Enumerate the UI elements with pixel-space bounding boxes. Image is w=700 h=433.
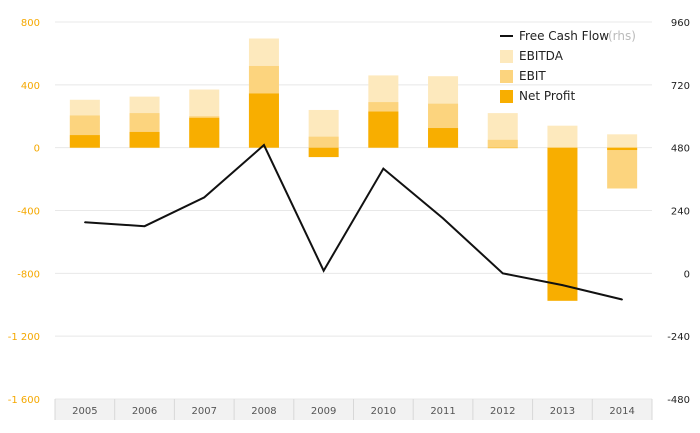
line-point bbox=[501, 272, 504, 275]
y-right-tick-label: 720 bbox=[671, 81, 690, 92]
bar-net-profit bbox=[607, 147, 638, 151]
x-tick-label: 2008 bbox=[251, 406, 276, 417]
bar-ebit bbox=[487, 139, 518, 148]
bar-ebitda bbox=[607, 134, 638, 148]
legend-swatch bbox=[500, 70, 513, 83]
x-tick-label: 2007 bbox=[192, 406, 217, 417]
legend-label: EBITDA bbox=[519, 49, 564, 63]
line-point bbox=[322, 269, 325, 272]
bar-net-profit bbox=[129, 131, 160, 148]
legend-label: Free Cash Flow bbox=[519, 29, 609, 43]
y-left-tick-label: -800 bbox=[17, 269, 40, 280]
bar-net-profit bbox=[308, 147, 339, 158]
bar-net-profit bbox=[69, 135, 100, 148]
bar-net-profit bbox=[368, 111, 399, 148]
line-point bbox=[143, 225, 146, 228]
x-tick-label: 2006 bbox=[132, 406, 157, 417]
legend-swatch bbox=[500, 90, 513, 103]
line-point bbox=[84, 221, 86, 224]
line-point bbox=[621, 298, 623, 301]
line-point bbox=[203, 196, 206, 199]
bar-net-profit bbox=[189, 117, 220, 148]
legend-label-suffix: (rhs) bbox=[608, 29, 636, 43]
x-tick-label: 2014 bbox=[609, 406, 634, 417]
bar-net-profit bbox=[487, 147, 518, 149]
x-tick-label: 2005 bbox=[72, 406, 97, 417]
y-right-tick-label: 240 bbox=[671, 207, 690, 218]
bar-ebit bbox=[607, 147, 638, 189]
legend-label: EBIT bbox=[519, 69, 546, 83]
bar-net-profit bbox=[248, 93, 279, 148]
line-point bbox=[382, 167, 385, 170]
x-tick-label: 2010 bbox=[371, 406, 396, 417]
x-tick-label: 2011 bbox=[430, 406, 455, 417]
bar-net-profit bbox=[428, 128, 459, 148]
x-tick-label: 2012 bbox=[490, 406, 515, 417]
line-point bbox=[561, 284, 564, 286]
bar-ebit bbox=[308, 136, 339, 148]
y-right-tick-label: 480 bbox=[671, 144, 690, 155]
y-left-tick-label: 0 bbox=[34, 144, 40, 155]
line-point bbox=[442, 217, 444, 220]
x-tick-label: 2009 bbox=[311, 406, 336, 417]
y-right-tick-label: 0 bbox=[684, 269, 690, 280]
y-left-tick-label: -400 bbox=[17, 207, 40, 218]
y-left-tick-label: 400 bbox=[21, 81, 40, 92]
y-left-tick-label: -1 600 bbox=[8, 395, 40, 406]
line-free-cash-flow bbox=[84, 143, 623, 301]
legend-label: Net Profit bbox=[519, 89, 575, 103]
y-right-tick-label: 960 bbox=[671, 18, 690, 29]
y-left-tick-label: 800 bbox=[21, 18, 40, 29]
y-left-tick-label: -1 200 bbox=[8, 332, 40, 343]
x-tick-label: 2013 bbox=[550, 406, 575, 417]
bar-net-profit bbox=[547, 147, 578, 301]
bar-ebitda bbox=[547, 125, 578, 148]
y-right-tick-label: -480 bbox=[667, 395, 690, 406]
y-right-tick-label: -240 bbox=[667, 332, 690, 343]
legend-swatch bbox=[500, 50, 513, 63]
line-point bbox=[263, 144, 265, 146]
